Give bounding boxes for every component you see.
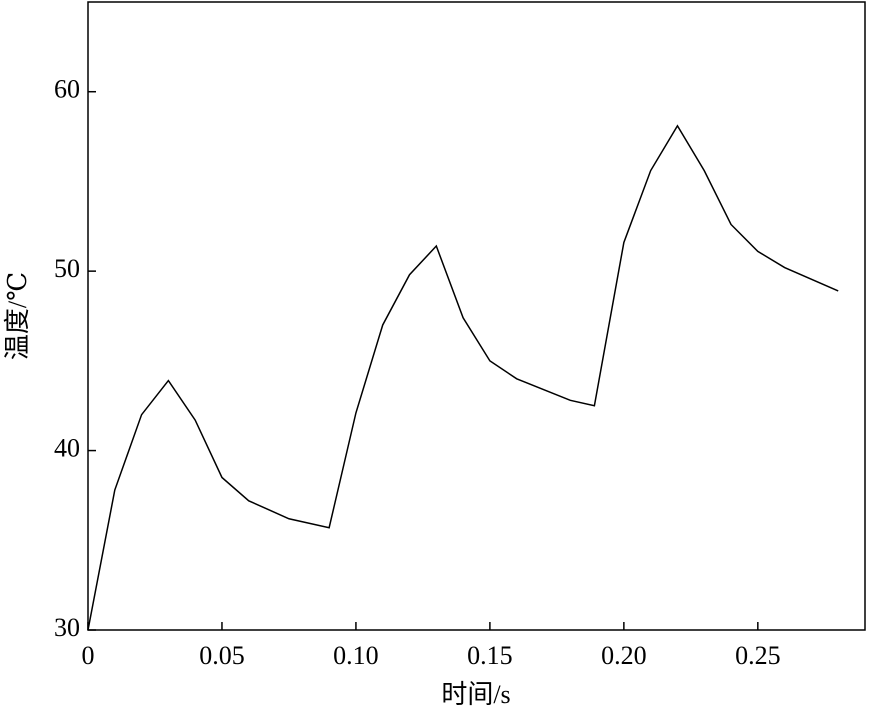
y-axis-label: 温度/℃: [3, 272, 32, 360]
y-tick-label: 60: [54, 75, 80, 104]
x-tick-label: 0.15: [467, 641, 513, 670]
x-tick-label: 0.10: [333, 641, 379, 670]
y-tick-label: 50: [54, 254, 80, 283]
data-line: [87, 124, 839, 631]
x-tick-label: 0.25: [735, 641, 781, 670]
x-tick-label: 0.05: [199, 641, 245, 670]
x-axis-label: 时间/s: [441, 680, 510, 709]
x-tick-label: 0: [82, 641, 95, 670]
x-tick-label: 0.20: [601, 641, 647, 670]
y-tick-label: 30: [54, 613, 80, 642]
plot-frame: [87, 1, 866, 631]
y-tick-label: 40: [54, 434, 80, 463]
